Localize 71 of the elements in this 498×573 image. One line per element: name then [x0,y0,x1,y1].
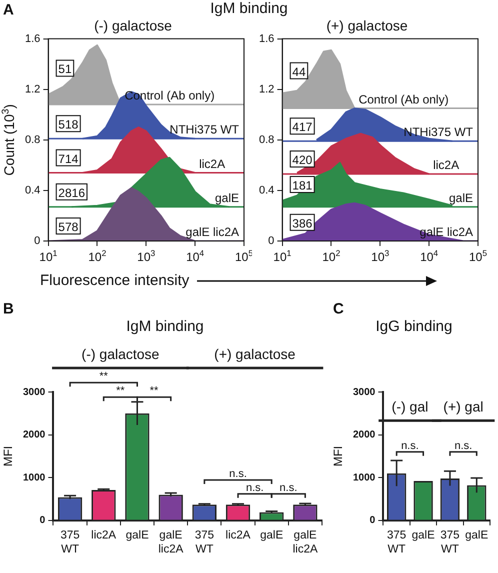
y-tick-label: 0.4 [258,184,274,196]
annotation: 578 [58,220,79,234]
x-tick-label: galE [412,529,436,542]
y-tick-label: 1000 [352,472,376,484]
annotation: n.s. [280,482,298,494]
y-tick-label: 3000 [352,386,376,398]
y-tick-label: 0.8 [258,134,274,146]
text: A [3,2,14,19]
annotation: 518 [58,118,79,132]
y-tick-label: 0.4 [24,184,40,196]
annotation: 181 [292,178,313,193]
y-tick-label: 1000 [22,472,46,484]
series-label: galE [448,190,474,205]
series-label: lic2A [199,156,226,171]
y-tick-label: 1.2 [258,83,274,96]
y-tick-label: 2000 [352,430,376,441]
x-tick-label: galE lic2A [292,529,318,556]
annotation: 417 [292,120,313,134]
x-tick-label: galE [126,529,150,542]
annotation: n.s. [229,468,247,480]
x-tick-label: lic2A [226,529,251,542]
y-tick-label: 0 [40,515,46,526]
x-tick-label: 375 WT [194,529,214,556]
chart-subtitle: (-) galactose [94,17,172,34]
chart-title: IgG binding [374,318,454,335]
x-axis-title: Fluorescence intensity [40,272,190,289]
y-tick-label: 1.6 [258,32,274,45]
text: ** [99,370,109,383]
annotation: 2816 [58,186,86,200]
y-tick-label: 0 [34,235,40,248]
x-tick-label: 375 WT [60,529,80,556]
annotation: (-) gal [392,398,428,415]
annotation: ** [116,385,126,398]
annotation: 420 [292,153,313,168]
chart-title: IgM binding [210,0,288,17]
y-tick-label: 0 [268,235,274,248]
annotation: n.s. [401,440,419,452]
x-tick-label: galE [465,529,488,542]
x-tick-label: galE [260,529,284,542]
text: B [3,300,14,318]
series-label: lic2A [433,158,460,172]
series-label: galE [214,190,240,205]
annotation: 386 [292,216,313,230]
y-tick-label: 0.8 [24,134,40,146]
x-tick-label: lic2A [91,529,116,542]
text: (+) galactose [214,346,296,362]
y-tick-label: 1.6 [24,32,40,45]
text: C [333,300,344,318]
y-axis-title: Count (103) [0,104,17,176]
annotation: 44 [292,64,306,79]
y-tick-label: 3000 [22,386,46,398]
series-label: NTHi375 WT [170,122,240,137]
series-label: galE lic2A [186,225,240,239]
annotation: n.s. [454,440,472,452]
x-tick-label: 375 WT [386,529,406,556]
y-axis-title: MFI [331,446,345,467]
x-tick-label: galE lic2A [158,529,184,556]
x-tick-label: 375 WT [440,529,460,556]
y-tick-label: 0 [370,515,376,526]
y-axis-title: MFI [1,446,15,467]
chart-subtitle: (+) galactose [326,17,408,34]
annotation: ** [150,385,160,398]
annotation: 51 [58,62,72,76]
chart-title: IgM binding [125,318,205,335]
y-tick-label: 2000 [22,430,46,441]
annotation: (+) gal [443,398,484,415]
annotation: 714 [58,152,79,166]
text: (-) galactose [82,346,160,362]
annotation: n.s. [246,482,264,494]
series-label: Control (Ab only) [358,92,449,106]
y-tick-label: 1.2 [24,83,40,96]
